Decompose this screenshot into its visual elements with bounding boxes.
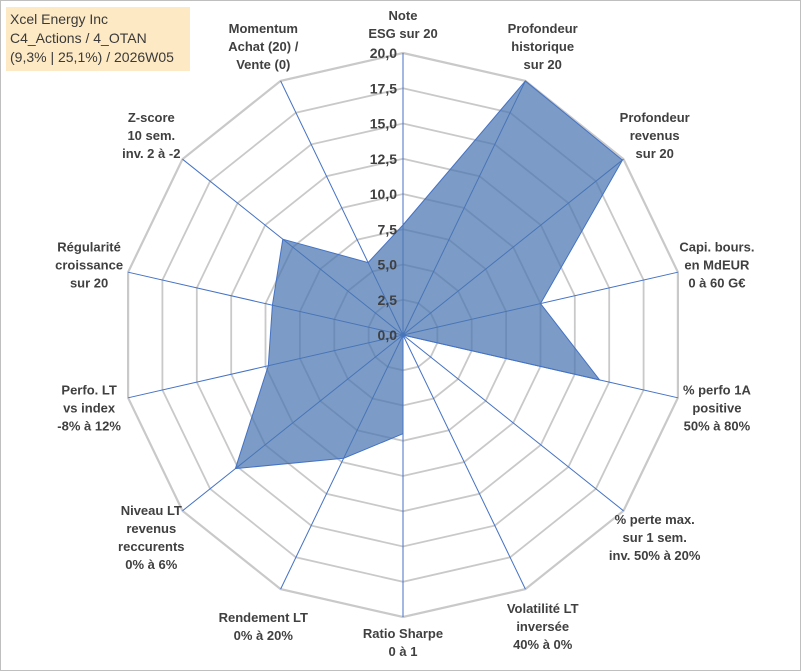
axis-label-line: Rendement LT bbox=[219, 610, 308, 625]
axis-label: Momentum Achat (20) / Vente (0) bbox=[228, 21, 298, 72]
axis-label-line: croissance bbox=[55, 257, 123, 272]
radar-axis-labels: Note ESG sur 20 Profondeur historique sur 20… bbox=[55, 8, 754, 659]
portfolio-label: C4_Actions / 4_OTAN bbox=[10, 30, 147, 46]
axis-label-line: 10 sem. bbox=[127, 128, 175, 143]
axis-label: Régularité croissance sur 20 bbox=[55, 239, 123, 290]
axis-label-line: Vente (0) bbox=[236, 57, 290, 72]
axis-label-line: 40% à 0% bbox=[513, 637, 573, 652]
radar-series bbox=[234, 80, 624, 470]
axis-label: Perfo. LT vs index -8% à 12% bbox=[57, 383, 121, 434]
axis-label-line: Z-score bbox=[128, 110, 175, 125]
axis-label-line: revenus bbox=[126, 521, 176, 536]
axis-label-line: Profondeur bbox=[508, 21, 578, 36]
axis-label-line: inversée bbox=[516, 619, 569, 634]
tick-label: 20,0 bbox=[370, 45, 397, 61]
axis-label-line: 0 à 1 bbox=[389, 644, 418, 659]
axis-label-line: ESG sur 20 bbox=[368, 26, 437, 41]
axis-label-line: positive bbox=[692, 401, 741, 416]
axis-label-line: Perfo. LT bbox=[61, 383, 116, 398]
axis-label-line: % perfo 1A bbox=[683, 383, 752, 398]
axis-label: Profondeur revenus sur 20 bbox=[620, 110, 690, 161]
axis-label-line: historique bbox=[511, 39, 574, 54]
tick-label: 15,0 bbox=[370, 116, 397, 132]
axis-label-line: 50% à 80% bbox=[684, 419, 751, 434]
axis-label-line: % perte max. bbox=[615, 512, 695, 527]
axis-label: Rendement LT 0% à 20% bbox=[219, 610, 308, 643]
axis-label-line: revenus bbox=[630, 128, 680, 143]
axis-label-line: Niveau LT bbox=[121, 503, 182, 518]
tick-label: 5,0 bbox=[378, 257, 398, 273]
axis-label: Z-score 10 sem. inv. 2 à -2 bbox=[122, 110, 180, 161]
tick-label: 17,5 bbox=[370, 80, 397, 96]
axis-label-line: Achat (20) / bbox=[228, 39, 298, 54]
axis-spoke bbox=[402, 334, 526, 590]
axis-label: Note ESG sur 20 bbox=[368, 8, 437, 41]
axis-label: % perte max. sur 1 sem. inv. 50% à 20% bbox=[609, 512, 701, 563]
axis-label-line: 0 à 60 G€ bbox=[688, 275, 745, 290]
axis-label-line: sur 20 bbox=[70, 275, 108, 290]
axis-label: Capi. bours. en MdEUR 0 à 60 G€ bbox=[679, 239, 754, 290]
stats-label: (9,3% | 25,1%) / 2026W05 bbox=[10, 49, 174, 65]
axis-label-line: -8% à 12% bbox=[57, 419, 121, 434]
tick-label: 0,0 bbox=[378, 327, 398, 343]
axis-label-line: inv. 2 à -2 bbox=[122, 146, 180, 161]
axis-label-line: sur 20 bbox=[636, 146, 674, 161]
axis-label-line: Momentum bbox=[229, 21, 298, 36]
axis-label-line: vs index bbox=[63, 401, 116, 416]
series-area bbox=[234, 80, 624, 470]
tick-label: 7,5 bbox=[378, 221, 398, 237]
axis-label-line: reccurents bbox=[118, 539, 184, 554]
axis-label-line: inv. 50% à 20% bbox=[609, 548, 701, 563]
radar-tick-labels: 0,0 2,5 5,0 7,5 10,0 12,5 15,0 17,5 20,0 bbox=[370, 45, 397, 343]
axis-label: % perfo 1A positive 50% à 80% bbox=[683, 383, 752, 434]
axis-label-line: Ratio Sharpe bbox=[363, 626, 443, 641]
axis-label-line: Volatilité LT bbox=[507, 601, 579, 616]
tick-label: 2,5 bbox=[378, 292, 398, 308]
company-name: Xcel Energy Inc bbox=[10, 11, 109, 27]
axis-label-line: Capi. bours. bbox=[679, 239, 754, 254]
axis-label: Profondeur historique sur 20 bbox=[508, 21, 578, 72]
tick-label: 10,0 bbox=[370, 186, 397, 202]
axis-label-line: Note bbox=[389, 8, 418, 23]
axis-label-line: sur 1 sem. bbox=[623, 530, 687, 545]
info-box: Xcel Energy Inc C4_Actions / 4_OTAN (9,3… bbox=[6, 7, 190, 71]
axis-label-line: Profondeur bbox=[620, 110, 690, 125]
axis-label-line: 0% à 20% bbox=[234, 628, 294, 643]
tick-label: 12,5 bbox=[370, 151, 397, 167]
axis-label-line: 0% à 6% bbox=[125, 557, 177, 572]
axis-label: Niveau LT revenus reccurents 0% à 6% bbox=[118, 503, 184, 572]
axis-label-line: Régularité bbox=[57, 239, 121, 254]
axis-spoke bbox=[402, 334, 624, 512]
axis-label: Ratio Sharpe 0 à 1 bbox=[363, 626, 443, 659]
axis-label-line: en MdEUR bbox=[684, 257, 750, 272]
axis-label-line: sur 20 bbox=[524, 57, 562, 72]
axis-label: Volatilité LT inversée 40% à 0% bbox=[507, 601, 579, 652]
